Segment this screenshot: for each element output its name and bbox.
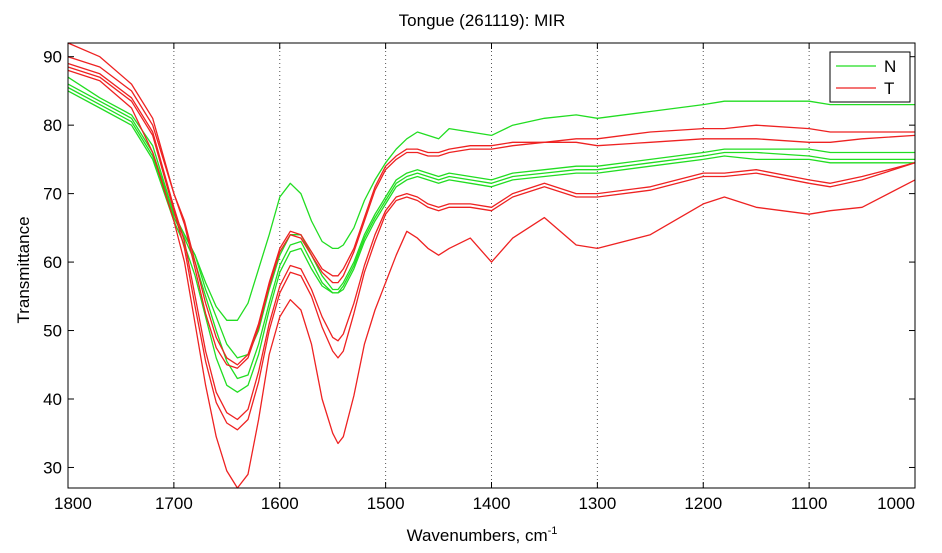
x-tick-label: 1300 [578, 494, 616, 513]
x-tick-label: 1400 [473, 494, 511, 513]
legend-box [829, 51, 911, 103]
y-tick-label: 30 [43, 458, 62, 477]
legend-label-N: N [884, 57, 896, 76]
y-tick-label: 40 [43, 390, 62, 409]
series-line-T [67, 62, 916, 421]
legend-label-T: T [884, 79, 894, 98]
series-line-T [67, 42, 916, 366]
x-tick-label: 1700 [155, 494, 193, 513]
x-tick-label: 1800 [54, 494, 92, 513]
chart-title: Tongue (261119): MIR [399, 11, 566, 30]
lines-layer [67, 42, 916, 489]
x-axis-label-text: Wavenumbers, cm [407, 526, 548, 545]
ticks-layer: 1800 1700 1600 1500 1400 1300 1200 1100 1000 30 40… [43, 43, 916, 513]
series-line-N [67, 76, 915, 321]
grid-layer [173, 43, 810, 488]
x-tick-label: 1200 [684, 494, 722, 513]
x-tick-label: 1000 [877, 494, 915, 513]
y-tick-label: 60 [43, 253, 62, 272]
series-line-T [67, 69, 916, 489]
series-line-T [67, 56, 915, 369]
x-tick-label: 1100 [791, 494, 828, 513]
y-tick-label: 70 [43, 185, 62, 204]
legend: NT [829, 51, 911, 103]
series-line-N [67, 83, 915, 359]
series-line-N [67, 90, 915, 393]
plot-frame [67, 42, 916, 489]
y-axis-label: Transmittance [14, 216, 33, 323]
y-tick-label: 80 [43, 116, 62, 135]
y-tick-label: 50 [43, 322, 62, 341]
x-tick-label: 1500 [367, 494, 405, 513]
series-line-N [67, 86, 915, 380]
x-tick-label: 1600 [261, 494, 299, 513]
x-axis-label: Wavenumbers, cm-1 [407, 525, 558, 545]
x-axis-label-exponent: -1 [548, 525, 558, 537]
series-line-T [67, 66, 916, 431]
y-tick-label: 90 [43, 48, 62, 67]
